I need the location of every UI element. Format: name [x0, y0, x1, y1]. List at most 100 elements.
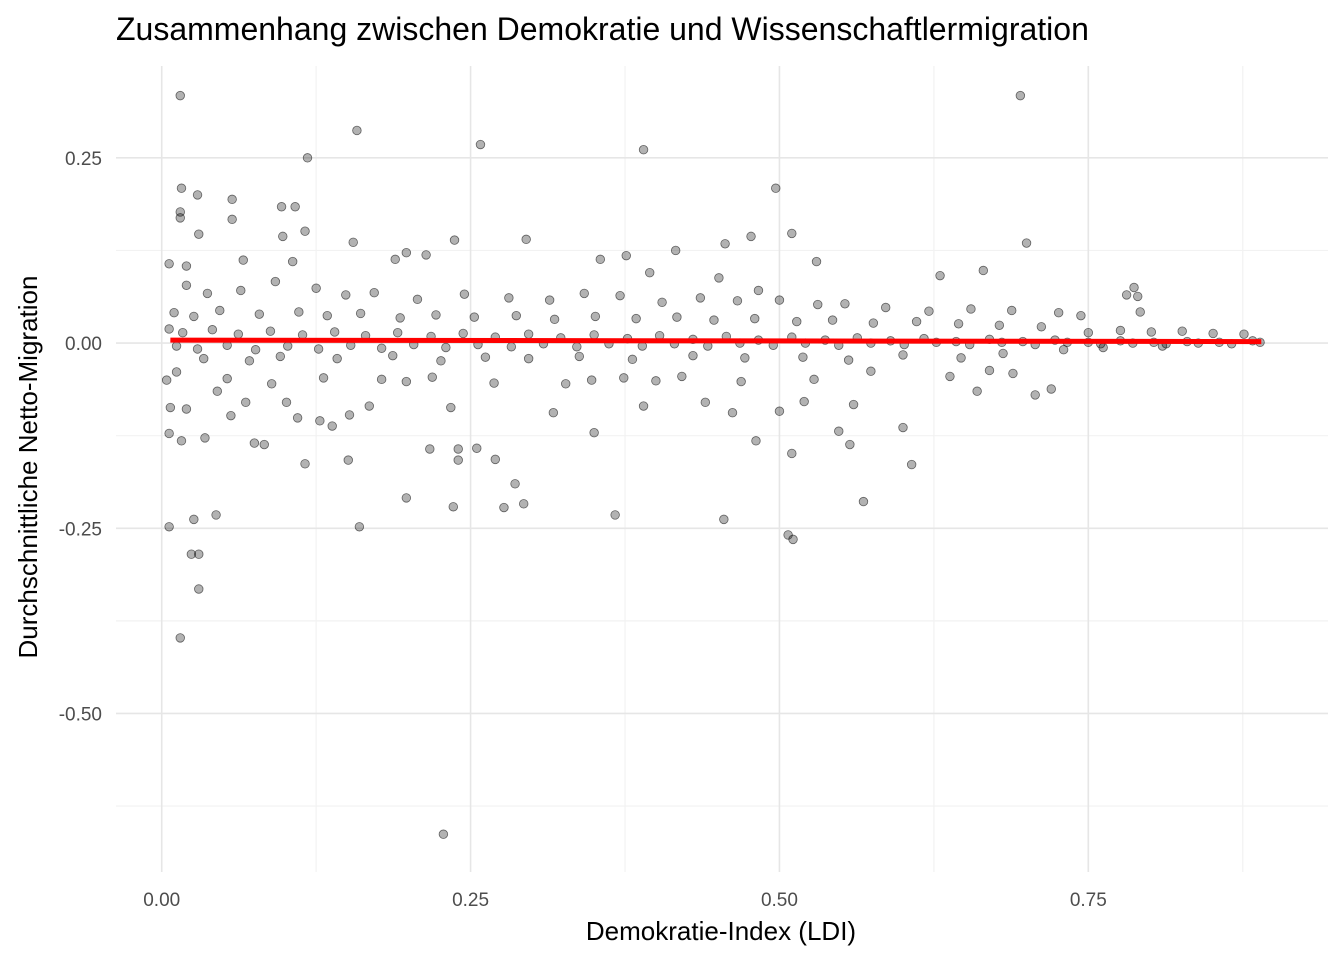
data-point — [799, 396, 809, 407]
data-point — [302, 153, 313, 163]
data-point — [431, 310, 441, 320]
data-point — [998, 348, 1008, 359]
data-point — [343, 455, 353, 465]
data-point — [751, 436, 761, 446]
data-point — [327, 421, 337, 431]
data-point — [792, 316, 802, 327]
data-point — [449, 235, 460, 245]
data-point — [181, 280, 192, 290]
data-point — [425, 444, 435, 454]
x-axis-title: Demokratie-Index (LDI) — [586, 916, 856, 946]
data-point — [510, 479, 520, 489]
data-point — [827, 315, 838, 325]
data-point — [1008, 368, 1018, 379]
data-point — [192, 190, 203, 200]
data-point — [249, 438, 260, 448]
data-point — [207, 325, 218, 335]
data-point — [720, 239, 730, 249]
data-point — [354, 522, 365, 532]
data-point — [392, 327, 403, 338]
data-point — [364, 401, 374, 411]
data-point — [651, 376, 661, 386]
y-axis-title: Durchschnittliche Netto-Migration — [13, 276, 43, 659]
data-point — [270, 276, 281, 287]
data-point — [164, 259, 174, 269]
data-point — [294, 307, 304, 317]
data-point — [480, 352, 491, 362]
data-point — [1129, 282, 1139, 293]
data-point — [572, 342, 582, 352]
data-point — [352, 125, 362, 136]
data-point — [164, 522, 174, 532]
y-tick-label: -0.25 — [59, 519, 102, 540]
data-point — [561, 379, 571, 389]
data-point — [436, 356, 446, 366]
data-point — [176, 183, 187, 193]
data-point — [834, 426, 844, 436]
data-point — [1135, 307, 1145, 317]
data-point — [175, 90, 185, 101]
data-point — [788, 534, 798, 545]
data-point — [388, 350, 398, 361]
data-point — [798, 352, 808, 362]
data-point — [911, 316, 922, 327]
data-point — [194, 549, 204, 559]
data-point — [458, 328, 468, 339]
data-point — [401, 493, 412, 503]
data-point — [615, 290, 625, 301]
data-point — [448, 502, 458, 512]
data-point — [315, 416, 325, 426]
data-point — [866, 366, 876, 376]
data-point — [1053, 307, 1064, 318]
data-point — [1121, 290, 1132, 300]
data-point — [266, 379, 277, 389]
data-point — [412, 294, 423, 305]
data-point — [292, 413, 303, 423]
data-point — [924, 306, 934, 316]
data-point — [192, 344, 203, 354]
data-point — [376, 343, 387, 353]
data-point — [178, 327, 188, 338]
x-tick-label: 0.00 — [143, 890, 180, 911]
data-point — [329, 327, 340, 337]
data-point — [287, 256, 298, 267]
data-point — [226, 410, 236, 421]
data-point — [848, 399, 859, 410]
data-point — [341, 290, 351, 300]
data-point — [189, 311, 199, 322]
data-point — [809, 374, 819, 385]
data-point — [236, 285, 246, 296]
data-point — [972, 386, 982, 396]
data-point — [523, 353, 534, 364]
data-point — [709, 315, 719, 325]
data-point — [740, 353, 750, 363]
data-point — [176, 436, 187, 446]
data-point — [1076, 310, 1086, 321]
data-point — [390, 254, 400, 265]
data-point — [506, 342, 517, 352]
data-point — [238, 255, 248, 265]
data-point — [750, 313, 760, 324]
data-point — [1146, 327, 1157, 337]
data-point — [1058, 345, 1069, 355]
data-point — [453, 455, 463, 465]
data-points — [161, 90, 1265, 839]
data-point — [161, 375, 172, 385]
data-point — [945, 371, 955, 382]
data-point — [732, 296, 743, 306]
data-point — [504, 293, 514, 303]
data-point — [254, 309, 265, 319]
data-point — [265, 326, 276, 336]
data-point — [638, 145, 649, 155]
data-point — [395, 313, 405, 323]
x-axis-ticks: 0.00 0.25 0.50 0.75 — [143, 890, 1107, 911]
x-tick-label: 0.50 — [761, 890, 798, 911]
data-point — [171, 341, 182, 351]
data-point — [453, 444, 463, 454]
data-point — [1015, 90, 1026, 101]
data-point — [1115, 325, 1126, 336]
data-point — [787, 448, 797, 459]
data-point — [840, 299, 850, 309]
